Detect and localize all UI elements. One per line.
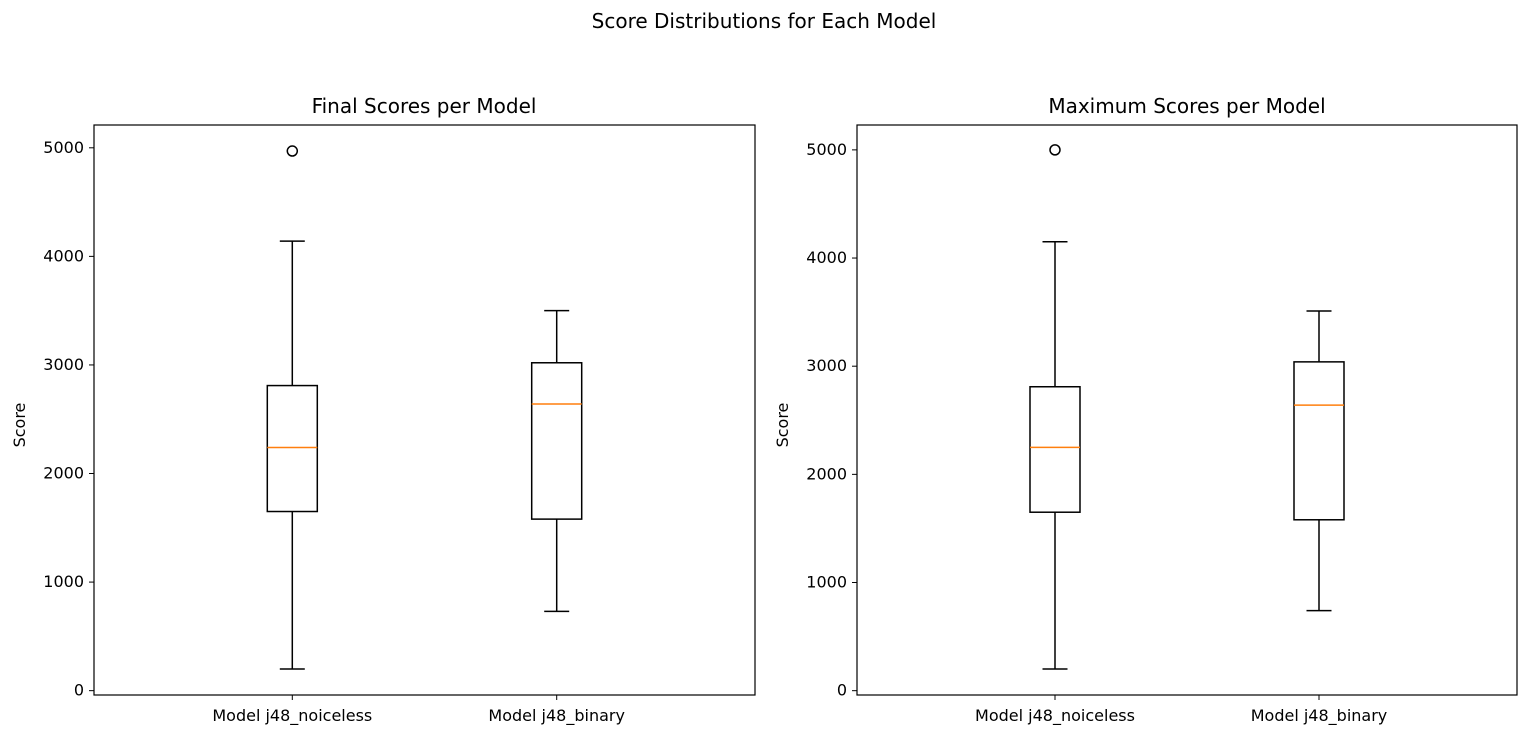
- outlier-point-0-0: [286, 145, 299, 157]
- maximum-scores-plot-title: Maximum Scores per Model: [1048, 94, 1325, 118]
- y-tick-label-0: 0: [837, 681, 847, 700]
- x-tick-label-0: Model j48_noiceless: [212, 706, 372, 726]
- y-tick-label-4: 4000: [806, 248, 847, 267]
- final-scores-plot-marks: 0 1000 2000 3000 4000 5000 Model j48_noiceless…: [43, 124, 756, 726]
- box-0: [1029, 385, 1081, 513]
- x-tick-label-1: Model j48_binary: [488, 706, 625, 726]
- figure-title: Score Distributions for Each Model: [592, 9, 937, 33]
- final-scores-plot-y-axis-label: Score: [10, 403, 29, 448]
- outlier-point-0-0: [1049, 144, 1061, 156]
- y-tick-label-1: 1000: [806, 573, 847, 592]
- box-0: [266, 384, 319, 513]
- maximum-scores-plot: Maximum Scores per Model Score 0 1000 2000…: [773, 94, 1518, 726]
- maximum-scores-plot-y-axis-label: Score: [773, 403, 792, 448]
- y-tick-label-5: 5000: [43, 138, 84, 157]
- y-tick-label-1: 1000: [43, 572, 84, 591]
- y-tick-label-5: 5000: [806, 140, 847, 159]
- y-tick-label-3: 3000: [806, 356, 847, 375]
- x-tick-label-0: Model j48_noiceless: [975, 706, 1135, 726]
- y-tick-label-0: 0: [74, 681, 84, 700]
- final-scores-plot-title: Final Scores per Model: [312, 94, 537, 118]
- final-scores-plot: Final Scores per Model Score 0 1000 2000 30…: [10, 94, 756, 726]
- y-tick-label-3: 3000: [43, 355, 84, 374]
- x-tick-label-1: Model j48_binary: [1251, 706, 1388, 726]
- y-tick-label-2: 2000: [806, 464, 847, 483]
- y-tick-label-2: 2000: [43, 464, 84, 483]
- axes-frame: [856, 124, 1518, 696]
- axes-frame: [93, 124, 756, 696]
- box-1: [1293, 361, 1345, 521]
- box-1: [530, 362, 583, 520]
- y-tick-label-4: 4000: [43, 246, 84, 265]
- maximum-scores-plot-marks: 0 1000 2000 3000 4000 5000 Model j48_noiceless…: [806, 124, 1518, 726]
